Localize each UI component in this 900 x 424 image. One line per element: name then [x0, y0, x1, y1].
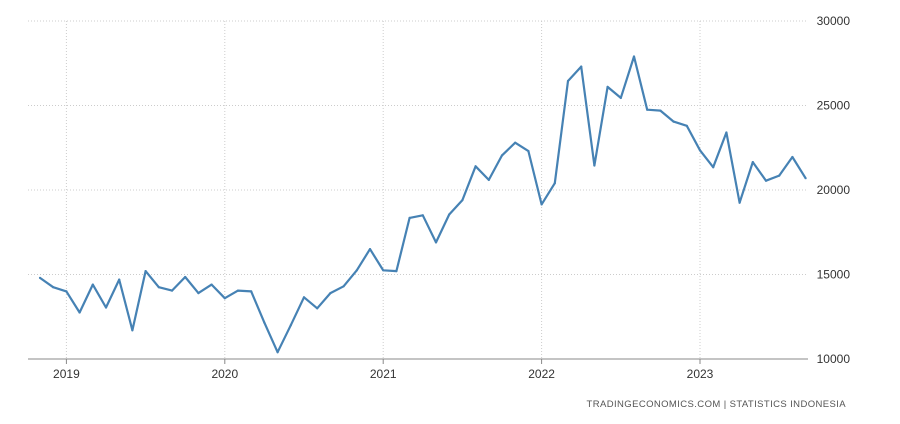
- data-point: [778, 174, 781, 177]
- data-point: [461, 199, 464, 202]
- data-point: [395, 270, 398, 273]
- x-tick-label: 2019: [53, 367, 80, 381]
- data-point: [685, 124, 688, 127]
- data-point: [197, 292, 200, 295]
- data-point: [65, 290, 68, 293]
- data-point: [566, 79, 570, 83]
- data-point: [210, 283, 213, 286]
- x-axis-ticks: 2019 2020 2021 2022 2023: [53, 359, 714, 381]
- data-point: [91, 283, 94, 286]
- data-point: [487, 178, 490, 181]
- data-point: [104, 306, 108, 309]
- y-tick-label: 10000: [817, 352, 851, 366]
- data-point: [250, 290, 253, 293]
- y-tick-label: 25000: [817, 99, 851, 113]
- data-point: [619, 96, 622, 99]
- data-point: [632, 55, 636, 58]
- data-point: [118, 278, 121, 281]
- data-point: [474, 165, 477, 168]
- data-point: [725, 131, 728, 134]
- data-points: [38, 55, 807, 354]
- data-point: [276, 351, 279, 354]
- x-tick-label: 2021: [370, 367, 397, 381]
- data-point: [421, 214, 424, 217]
- data-point: [131, 329, 134, 332]
- x-tick-label: 2023: [687, 367, 714, 381]
- data-point: [289, 324, 292, 327]
- data-point: [553, 182, 556, 185]
- data-point: [804, 177, 807, 180]
- y-axis-ticks: 10000 15000 20000 25000 30000: [817, 14, 851, 366]
- data-point: [514, 141, 517, 144]
- data-point: [52, 286, 55, 289]
- x-tick-label: 2022: [528, 367, 555, 381]
- data-point: [382, 269, 385, 272]
- data-point: [593, 164, 596, 167]
- data-point: [223, 297, 226, 300]
- horizontal-gridlines: [28, 20, 808, 275]
- data-point: [540, 203, 543, 206]
- data-point: [712, 166, 715, 169]
- data-point: [434, 241, 438, 244]
- series-line: [39, 55, 807, 354]
- y-tick-label: 20000: [817, 183, 851, 197]
- data-point: [329, 292, 332, 295]
- data-point: [170, 289, 174, 292]
- data-point: [646, 108, 649, 111]
- data-point: [580, 65, 583, 68]
- y-tick-label: 15000: [817, 268, 851, 282]
- data-point: [764, 179, 768, 182]
- data-point: [659, 109, 662, 112]
- data-point: [500, 154, 504, 157]
- data-point: [791, 155, 794, 159]
- data-point: [672, 120, 675, 123]
- data-point: [527, 150, 530, 153]
- y-tick-label: 30000: [817, 14, 851, 28]
- data-point: [408, 216, 411, 219]
- data-point: [738, 201, 741, 204]
- data-point: [38, 276, 42, 279]
- data-point: [236, 289, 240, 292]
- data-point: [78, 311, 81, 314]
- data-point: [316, 307, 319, 310]
- data-point: [144, 270, 147, 273]
- data-point: [698, 149, 702, 152]
- data-point: [448, 213, 451, 216]
- source-attribution: TRADINGECONOMICS.COM | STATISTICS INDONE…: [586, 399, 846, 410]
- data-point: [342, 285, 345, 288]
- x-tick-label: 2020: [211, 367, 238, 381]
- data-point: [302, 296, 306, 299]
- data-point: [606, 85, 609, 88]
- data-point: [263, 321, 266, 324]
- data-point: [751, 161, 754, 164]
- data-point: [157, 286, 160, 289]
- data-point: [355, 269, 358, 272]
- data-point: [184, 275, 187, 279]
- data-point: [368, 248, 372, 251]
